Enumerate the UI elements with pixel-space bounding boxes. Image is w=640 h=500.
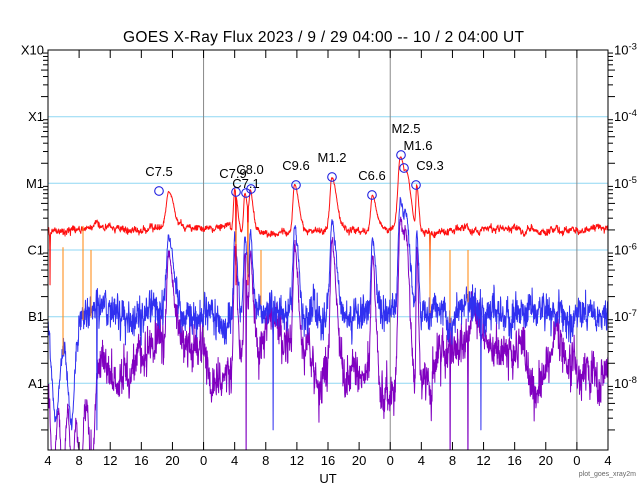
svg-text:10-6: 10-6 — [614, 241, 637, 258]
svg-text:8: 8 — [75, 453, 82, 468]
svg-text:10-4: 10-4 — [614, 108, 637, 125]
svg-text:12: 12 — [103, 453, 117, 468]
svg-text:4: 4 — [604, 453, 611, 468]
svg-text:12: 12 — [476, 453, 490, 468]
svg-text:0: 0 — [387, 453, 394, 468]
svg-text:M1.2: M1.2 — [318, 150, 347, 165]
svg-text:C1: C1 — [27, 243, 44, 258]
svg-text:20: 20 — [539, 453, 553, 468]
svg-text:C9.6: C9.6 — [282, 158, 309, 173]
svg-text:8: 8 — [262, 453, 269, 468]
svg-text:16: 16 — [321, 453, 335, 468]
svg-text:A1: A1 — [28, 376, 44, 391]
svg-text:20: 20 — [352, 453, 366, 468]
svg-text:B1: B1 — [28, 309, 44, 324]
svg-text:C8.0: C8.0 — [236, 162, 263, 177]
svg-text:10-8: 10-8 — [614, 374, 637, 391]
svg-text:16: 16 — [507, 453, 521, 468]
svg-text:X10: X10 — [21, 43, 44, 58]
svg-text:C7.5: C7.5 — [145, 164, 172, 179]
svg-text:10-5: 10-5 — [614, 174, 637, 191]
svg-text:C9.3: C9.3 — [416, 158, 443, 173]
svg-text:4: 4 — [44, 453, 51, 468]
svg-text:0: 0 — [200, 453, 207, 468]
svg-text:UT: UT — [319, 471, 336, 486]
svg-text:M1.6: M1.6 — [404, 138, 433, 153]
svg-text:10-3: 10-3 — [614, 41, 637, 58]
svg-text:8: 8 — [449, 453, 456, 468]
svg-text:12: 12 — [290, 453, 304, 468]
svg-text:GOES X-Ray Flux 2023 / 9 / 2: GOES X-Ray Flux 2023 / 9 / 29 04:00 -- 1… — [123, 29, 525, 46]
svg-text:4: 4 — [418, 453, 425, 468]
svg-text:20: 20 — [165, 453, 179, 468]
svg-text:X1: X1 — [28, 109, 44, 124]
svg-text:plot_goes_xray2m: plot_goes_xray2m — [579, 471, 636, 478]
svg-text:10-7: 10-7 — [614, 308, 637, 325]
svg-text:0: 0 — [573, 453, 580, 468]
svg-text:4: 4 — [231, 453, 238, 468]
svg-text:C6.6: C6.6 — [358, 168, 385, 183]
svg-text:M2.5: M2.5 — [392, 121, 421, 136]
svg-text:M1: M1 — [26, 176, 44, 191]
svg-text:16: 16 — [134, 453, 148, 468]
